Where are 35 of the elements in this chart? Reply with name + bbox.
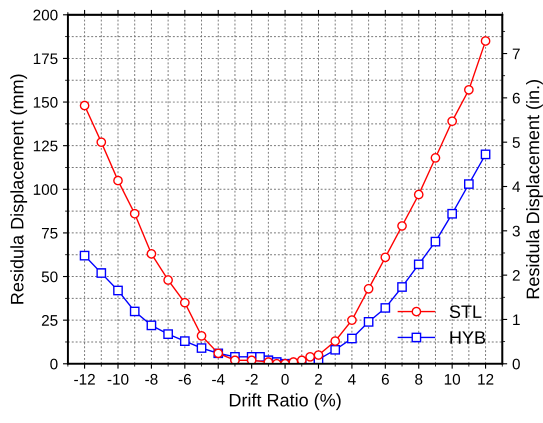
x-tick-label: 8: [415, 374, 422, 385]
x-axis-title: Drift Ratio (%): [230, 393, 341, 410]
x-tick-label: 2: [315, 374, 322, 385]
y-tick-label: 150: [34, 96, 58, 108]
y2-tick-label: 5: [512, 137, 520, 148]
y2-tick-label: 3: [512, 226, 520, 237]
x-tick-label: 10: [444, 374, 460, 385]
x-tick-label: 4: [348, 374, 356, 385]
y-tick-label: 175: [34, 53, 58, 64]
y-axis-title: Residula Displacement (mm): [10, 74, 28, 304]
y2-tick-label: 0: [512, 358, 520, 370]
y-tick-label: 25: [42, 315, 58, 326]
y-tick-label: 200: [33, 10, 58, 20]
x-tick-label: -8: [145, 374, 158, 385]
y2-tick-label: 7: [512, 48, 520, 60]
y2-tick-label: 6: [512, 92, 520, 104]
legend-label: STL: [450, 305, 482, 318]
x-tick-label: -6: [178, 374, 191, 385]
y-tick-label: 75: [42, 228, 58, 239]
y2-axis-title: Residula Displacement (in.): [526, 80, 543, 298]
x-tick-label: -2: [246, 374, 258, 385]
y2-tick-label: 2: [512, 270, 520, 281]
x-tick-label: -10: [108, 374, 128, 385]
legend-label: HYB: [450, 331, 486, 344]
y-tick-label: 100: [34, 184, 58, 195]
x-tick-label: 12: [478, 374, 494, 385]
x-tick-label: -4: [212, 374, 225, 385]
x-tick-label: 0: [281, 374, 289, 385]
y-tick-label: 125: [34, 140, 58, 152]
y-tick-label: 50: [42, 271, 58, 282]
y2-tick-label: 4: [512, 182, 520, 192]
x-tick-label: 6: [382, 374, 389, 385]
y2-tick-label: 1: [513, 314, 520, 325]
y-tick-label: 0: [50, 358, 58, 370]
x-tick-label: -12: [74, 374, 95, 385]
